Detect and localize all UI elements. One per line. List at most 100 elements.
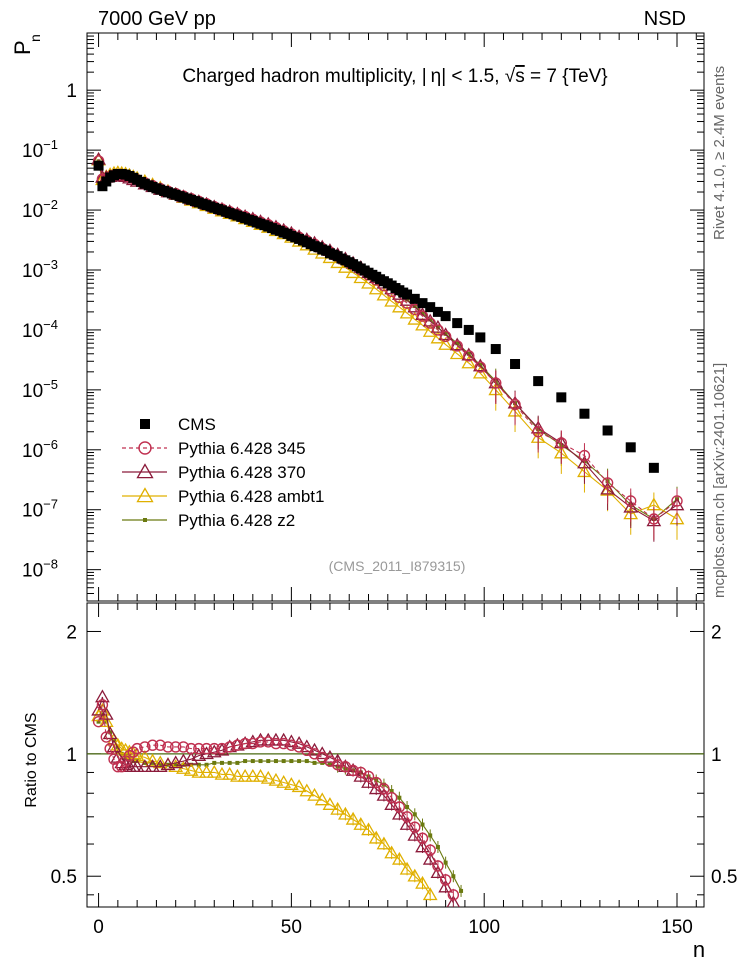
xtick-label: 100 — [468, 917, 500, 938]
ratio-point — [330, 801, 346, 815]
ratio-point — [100, 731, 112, 743]
ratio-point — [428, 833, 433, 838]
data-point — [532, 426, 544, 438]
legend-item: Pythia 6.428 z2 — [122, 511, 295, 530]
data-point — [455, 341, 460, 346]
data-point — [648, 513, 660, 525]
ratio-point — [407, 868, 423, 882]
ratio-point — [361, 822, 376, 836]
ratio-series-p370 — [91, 689, 461, 907]
ratio-point — [451, 874, 456, 879]
ratio-point — [422, 887, 438, 901]
cms-point — [402, 289, 413, 300]
legend-marker — [140, 419, 150, 429]
data-point — [424, 317, 436, 329]
data-point — [449, 346, 465, 360]
ratio-point — [276, 774, 292, 788]
legend-item: CMS — [140, 415, 216, 434]
ratio-point — [291, 779, 307, 793]
ratio-point — [459, 888, 464, 893]
y-tick-label: 10−4 — [22, 317, 58, 342]
ratio-data — [87, 689, 704, 907]
data-point — [478, 362, 483, 367]
header-left: 7000 GeV pp — [98, 8, 216, 30]
ratio-point — [299, 783, 315, 797]
ratio-point — [247, 737, 259, 750]
ratio-point — [435, 844, 440, 849]
ratio-point — [268, 772, 284, 786]
cms-point — [409, 293, 420, 304]
ratio-point — [412, 812, 417, 817]
y-tick-label: 10−5 — [22, 377, 58, 402]
ratio-point — [277, 737, 290, 750]
data-point — [439, 330, 452, 343]
ratio-point — [181, 762, 186, 767]
ratio-point — [285, 739, 298, 751]
ratio-point — [432, 860, 444, 872]
ratio-point — [245, 768, 261, 782]
main-ylabel-sub: n — [27, 34, 43, 42]
xtick-label: 0 — [93, 917, 104, 938]
main-frame — [86, 32, 705, 602]
series-p370 — [91, 151, 685, 542]
series-cms — [93, 160, 659, 473]
ratio-frame — [86, 602, 705, 908]
ratio-point — [152, 755, 168, 769]
y-tick-label: 10−1 — [22, 137, 58, 162]
legend-item: Pythia 6.428 345 — [122, 439, 306, 458]
xtick-label: 50 — [281, 917, 302, 938]
ratio-point — [368, 830, 384, 844]
ratio-ylabel: Ratio to CMS — [23, 712, 40, 807]
y-tick-exp: −3 — [43, 257, 58, 272]
ratio-ytick-label-left: 1 — [66, 745, 77, 766]
ratio-point — [123, 749, 136, 762]
cms-point — [648, 462, 659, 473]
legend-label: Pythia 6.428 z2 — [178, 511, 295, 530]
cms-point — [625, 442, 636, 453]
ratio-point — [322, 797, 338, 810]
cms-point — [417, 298, 428, 309]
ratio-point — [127, 746, 139, 758]
ratio-point — [312, 760, 317, 765]
ratio-point — [145, 759, 160, 772]
legend-marker — [136, 487, 154, 503]
y-tick-base: 10 — [22, 141, 43, 162]
cms-point — [475, 332, 486, 343]
data-point — [461, 355, 477, 369]
ratio-point — [219, 760, 224, 765]
data-point — [443, 331, 448, 336]
ratio-line — [98, 696, 454, 904]
data-point — [420, 311, 425, 316]
legend-item: Pythia 6.428 370 — [122, 463, 306, 482]
y-tick-label: 10−8 — [22, 557, 58, 582]
data-point — [449, 337, 465, 351]
ratio-point — [137, 749, 153, 763]
ratio-point — [253, 768, 268, 782]
ratio-point — [376, 836, 392, 850]
series-z2 — [96, 159, 680, 540]
data-point — [472, 365, 488, 379]
legend-label: CMS — [178, 415, 216, 434]
y-tick-exp: −2 — [43, 197, 58, 212]
ratio-point — [177, 741, 190, 753]
ratio-point — [237, 768, 253, 782]
ratio-point — [416, 832, 429, 844]
ratio-point — [191, 764, 207, 778]
ratio-point — [304, 759, 309, 764]
ratio-point — [145, 753, 160, 767]
ratio-point — [112, 760, 124, 773]
main-ylabel-p: P — [10, 40, 35, 55]
ratio-point — [250, 759, 255, 764]
legend-marker — [143, 518, 147, 522]
ratio-point — [399, 861, 415, 875]
y-tick-label: 10−2 — [22, 197, 58, 222]
y-tick-base: 10 — [22, 441, 43, 462]
ratio-point — [407, 827, 423, 841]
y-tick-exp: −1 — [43, 137, 58, 152]
data-point — [474, 361, 487, 373]
legend-item: Pythia 6.428 ambt1 — [122, 487, 324, 506]
cms-point — [432, 306, 443, 317]
xtick-label: 150 — [661, 917, 693, 938]
cms-point — [602, 425, 613, 436]
ratio-point — [415, 839, 430, 853]
